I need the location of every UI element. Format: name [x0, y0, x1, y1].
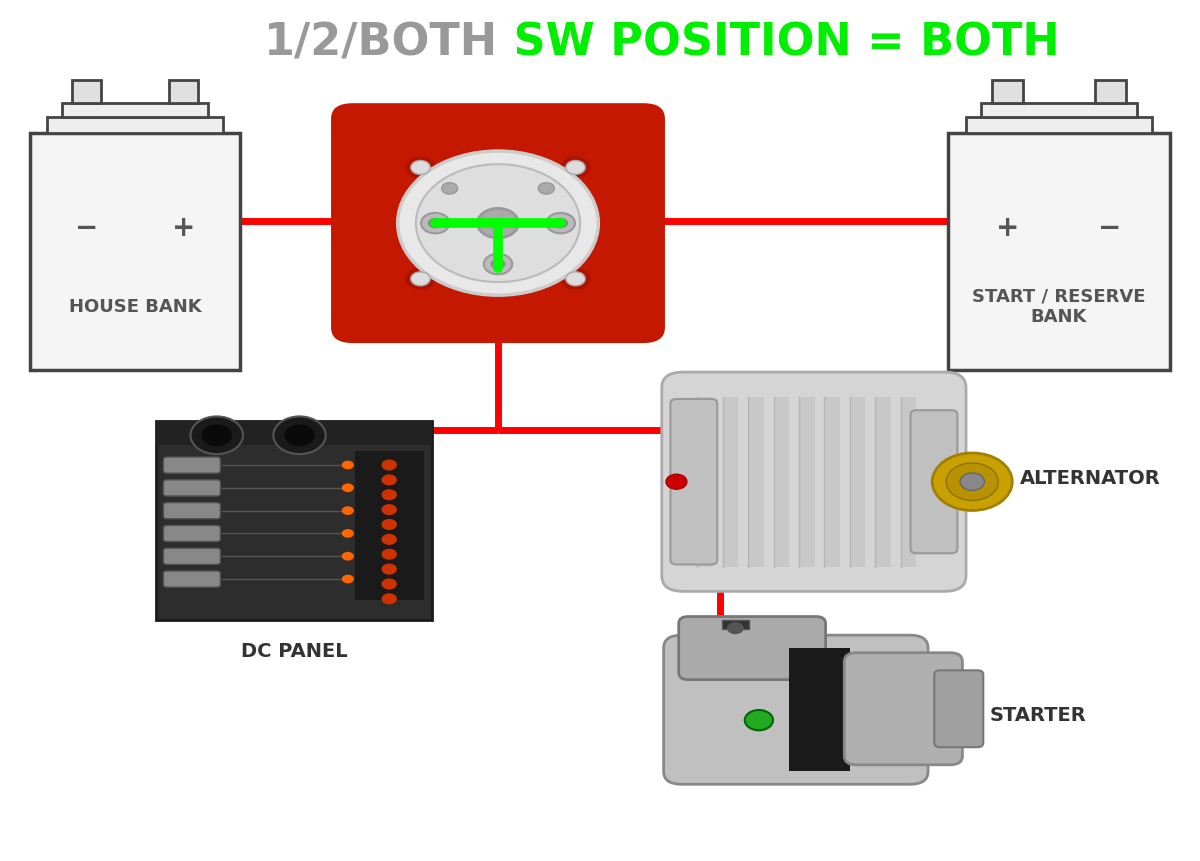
- Circle shape: [382, 593, 397, 604]
- Circle shape: [960, 474, 984, 491]
- Circle shape: [566, 161, 586, 175]
- FancyBboxPatch shape: [911, 411, 958, 554]
- Text: START / RESERVE
BANK: START / RESERVE BANK: [972, 287, 1146, 325]
- FancyBboxPatch shape: [664, 635, 928, 784]
- Circle shape: [382, 564, 397, 575]
- Circle shape: [382, 549, 397, 561]
- Circle shape: [382, 490, 397, 501]
- Circle shape: [382, 474, 397, 486]
- Circle shape: [410, 161, 430, 175]
- Circle shape: [274, 417, 325, 455]
- FancyBboxPatch shape: [824, 397, 840, 567]
- Circle shape: [410, 273, 430, 287]
- Circle shape: [406, 269, 436, 290]
- FancyBboxPatch shape: [163, 548, 221, 565]
- FancyBboxPatch shape: [163, 526, 221, 542]
- FancyBboxPatch shape: [163, 480, 221, 496]
- FancyBboxPatch shape: [992, 82, 1024, 104]
- Circle shape: [666, 474, 686, 490]
- FancyBboxPatch shape: [163, 572, 221, 587]
- FancyBboxPatch shape: [168, 82, 198, 104]
- FancyBboxPatch shape: [331, 104, 665, 344]
- Text: HOUSE BANK: HOUSE BANK: [68, 297, 202, 315]
- Text: +: +: [996, 214, 1020, 242]
- Circle shape: [539, 183, 554, 195]
- Circle shape: [946, 463, 998, 501]
- Text: ALTERNATOR: ALTERNATOR: [1020, 468, 1160, 487]
- FancyBboxPatch shape: [47, 118, 223, 133]
- Text: STARTER: STARTER: [990, 705, 1087, 724]
- FancyBboxPatch shape: [966, 118, 1152, 133]
- FancyBboxPatch shape: [1094, 82, 1126, 104]
- Circle shape: [560, 158, 590, 179]
- FancyBboxPatch shape: [671, 400, 718, 565]
- FancyBboxPatch shape: [697, 397, 713, 567]
- Circle shape: [382, 519, 397, 530]
- FancyBboxPatch shape: [722, 620, 749, 629]
- FancyBboxPatch shape: [900, 397, 917, 567]
- Circle shape: [191, 417, 242, 455]
- FancyBboxPatch shape: [875, 397, 890, 567]
- Circle shape: [442, 183, 457, 195]
- Circle shape: [478, 209, 518, 238]
- Circle shape: [421, 214, 450, 234]
- Circle shape: [342, 484, 354, 492]
- Circle shape: [342, 506, 354, 516]
- FancyBboxPatch shape: [722, 397, 738, 567]
- FancyBboxPatch shape: [163, 503, 221, 519]
- Circle shape: [560, 269, 590, 290]
- FancyBboxPatch shape: [355, 451, 424, 600]
- Text: SW POSITION = BOTH: SW POSITION = BOTH: [498, 22, 1060, 65]
- Circle shape: [342, 461, 354, 470]
- Circle shape: [484, 255, 512, 275]
- Circle shape: [382, 534, 397, 545]
- FancyBboxPatch shape: [774, 397, 790, 567]
- Circle shape: [428, 219, 443, 229]
- FancyBboxPatch shape: [72, 82, 102, 104]
- Circle shape: [382, 579, 397, 590]
- Circle shape: [382, 505, 397, 516]
- Circle shape: [342, 530, 354, 538]
- Text: +: +: [172, 214, 194, 242]
- Text: 1/2/BOTH: 1/2/BOTH: [264, 22, 498, 65]
- FancyBboxPatch shape: [30, 133, 240, 370]
- Circle shape: [284, 424, 314, 447]
- FancyBboxPatch shape: [845, 653, 962, 765]
- Circle shape: [546, 214, 575, 234]
- Circle shape: [342, 552, 354, 561]
- FancyBboxPatch shape: [163, 457, 221, 474]
- FancyBboxPatch shape: [61, 104, 209, 118]
- Circle shape: [416, 165, 580, 282]
- FancyBboxPatch shape: [156, 422, 432, 446]
- Text: DC PANEL: DC PANEL: [241, 641, 347, 660]
- Circle shape: [406, 158, 436, 179]
- Circle shape: [491, 259, 505, 270]
- FancyBboxPatch shape: [799, 397, 815, 567]
- FancyBboxPatch shape: [156, 422, 432, 620]
- Circle shape: [382, 460, 397, 471]
- FancyBboxPatch shape: [748, 397, 763, 567]
- FancyBboxPatch shape: [948, 133, 1170, 370]
- Circle shape: [932, 454, 1013, 511]
- Circle shape: [727, 623, 744, 635]
- Circle shape: [745, 710, 773, 730]
- Circle shape: [566, 273, 586, 287]
- Circle shape: [397, 152, 599, 296]
- FancyBboxPatch shape: [790, 648, 850, 771]
- Text: −: −: [76, 214, 98, 242]
- FancyBboxPatch shape: [982, 104, 1136, 118]
- FancyBboxPatch shape: [679, 616, 826, 680]
- Circle shape: [553, 219, 568, 229]
- FancyBboxPatch shape: [935, 671, 983, 747]
- Text: −: −: [1098, 214, 1122, 242]
- Circle shape: [342, 575, 354, 584]
- FancyBboxPatch shape: [850, 397, 865, 567]
- FancyBboxPatch shape: [662, 373, 966, 592]
- Circle shape: [202, 424, 232, 447]
